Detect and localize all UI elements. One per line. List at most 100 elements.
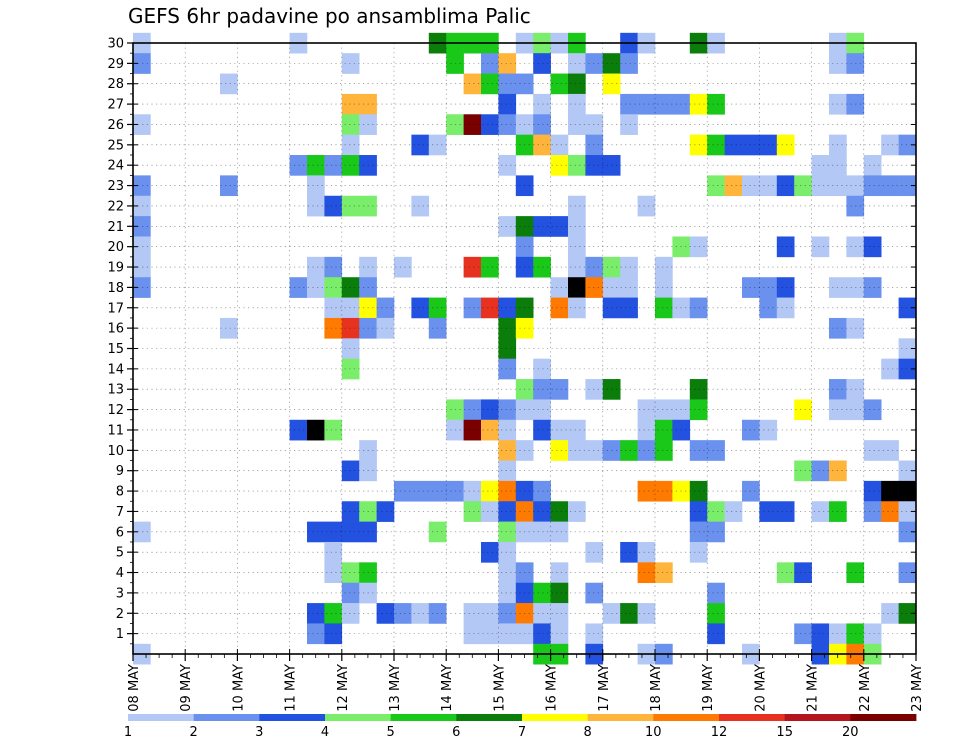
data-cell <box>655 419 673 441</box>
data-cell <box>620 297 638 319</box>
data-cell <box>689 521 708 543</box>
data-cell <box>863 277 882 298</box>
data-cell <box>481 480 499 502</box>
data-cell <box>481 603 499 624</box>
data-cell <box>742 419 760 441</box>
data-cell <box>550 134 569 156</box>
data-cell <box>689 93 708 115</box>
data-cell <box>533 603 551 624</box>
y-tick-label: 17 <box>107 301 124 316</box>
colorbar-swatch <box>193 714 260 721</box>
data-cell <box>811 236 830 258</box>
colorbar-swatch <box>128 714 195 721</box>
colorbar-swatch <box>325 714 392 721</box>
data-cell <box>133 256 151 278</box>
data-cell <box>133 216 151 237</box>
grid-layer <box>133 43 916 654</box>
data-cell <box>898 480 917 502</box>
data-cell <box>707 623 725 645</box>
data-cell <box>550 155 569 176</box>
data-cell <box>655 440 673 461</box>
data-cell <box>689 501 708 522</box>
data-cell <box>498 358 517 380</box>
x-tick-label: 11 MAY <box>284 664 299 712</box>
data-cell <box>776 134 795 156</box>
data-cell <box>550 379 569 400</box>
data-cell <box>620 256 638 278</box>
data-cell <box>568 195 586 217</box>
data-cell <box>689 297 708 319</box>
data-cell <box>394 480 412 502</box>
y-tick-label: 11 <box>107 423 124 438</box>
data-cell <box>585 53 604 74</box>
data-cell <box>289 277 308 298</box>
colorbar-swatch <box>850 714 917 721</box>
data-cell <box>776 236 795 258</box>
data-cell <box>585 277 604 298</box>
data-cell <box>620 277 638 298</box>
y-tick-label: 14 <box>107 362 124 377</box>
data-cell <box>637 419 656 441</box>
data-cell <box>411 134 430 156</box>
data-cell <box>811 175 830 197</box>
data-cell <box>620 53 638 74</box>
data-cell <box>133 175 151 197</box>
data-cell <box>585 114 604 135</box>
data-cell <box>724 501 743 522</box>
colorbar-swatch <box>653 714 720 721</box>
data-cell <box>811 501 830 522</box>
data-cell <box>637 93 656 115</box>
data-cell <box>498 582 517 604</box>
data-cell <box>568 155 586 176</box>
data-cell <box>498 603 517 624</box>
y-tick-label: 22 <box>107 199 124 214</box>
y-tick-label: 5 <box>116 546 124 561</box>
data-cell <box>133 277 151 298</box>
y-tick-label: 9 <box>116 464 124 479</box>
y-tick-label: 29 <box>107 57 124 72</box>
data-cell <box>637 603 656 624</box>
data-cell <box>341 460 360 482</box>
data-cell <box>637 195 656 217</box>
data-cell <box>637 440 656 461</box>
x-tick-label: 18 MAY <box>649 664 664 712</box>
data-cell <box>655 297 673 319</box>
data-cell <box>707 175 725 197</box>
y-tick-label: 16 <box>107 322 124 337</box>
data-cell <box>341 93 360 115</box>
data-cell <box>689 379 708 400</box>
data-cell <box>341 521 360 543</box>
data-cell <box>689 480 708 502</box>
data-cell <box>550 277 569 298</box>
data-cell <box>376 603 395 624</box>
colorbar-label: 5 <box>387 725 395 740</box>
data-cell <box>341 582 360 604</box>
colorbar-label: 20 <box>842 725 859 740</box>
data-cell <box>585 541 604 563</box>
data-cell <box>811 460 830 482</box>
data-cell <box>481 623 499 645</box>
y-tick-label: 4 <box>116 566 124 581</box>
data-cell <box>863 440 882 461</box>
data-cell <box>498 460 517 482</box>
x-tick-label: 13 MAY <box>388 664 403 712</box>
data-cell <box>498 623 517 645</box>
chart-title: GEFS 6hr padavine po ansamblima Palic <box>128 4 531 28</box>
data-cell <box>533 419 551 441</box>
data-cell <box>324 562 343 584</box>
data-cell <box>655 399 673 421</box>
data-cell <box>307 521 325 543</box>
data-cell <box>324 623 343 645</box>
data-cell <box>498 93 517 115</box>
y-tick-label: 15 <box>107 342 124 357</box>
y-tick-label: 8 <box>116 485 124 500</box>
data-cell <box>324 256 343 278</box>
data-cell <box>498 317 517 339</box>
data-cell <box>655 480 673 502</box>
data-cell <box>498 562 517 584</box>
data-cell <box>481 541 499 563</box>
data-cell <box>498 419 517 441</box>
data-cell <box>550 216 569 237</box>
data-cell <box>707 521 725 543</box>
data-cell <box>498 216 517 237</box>
